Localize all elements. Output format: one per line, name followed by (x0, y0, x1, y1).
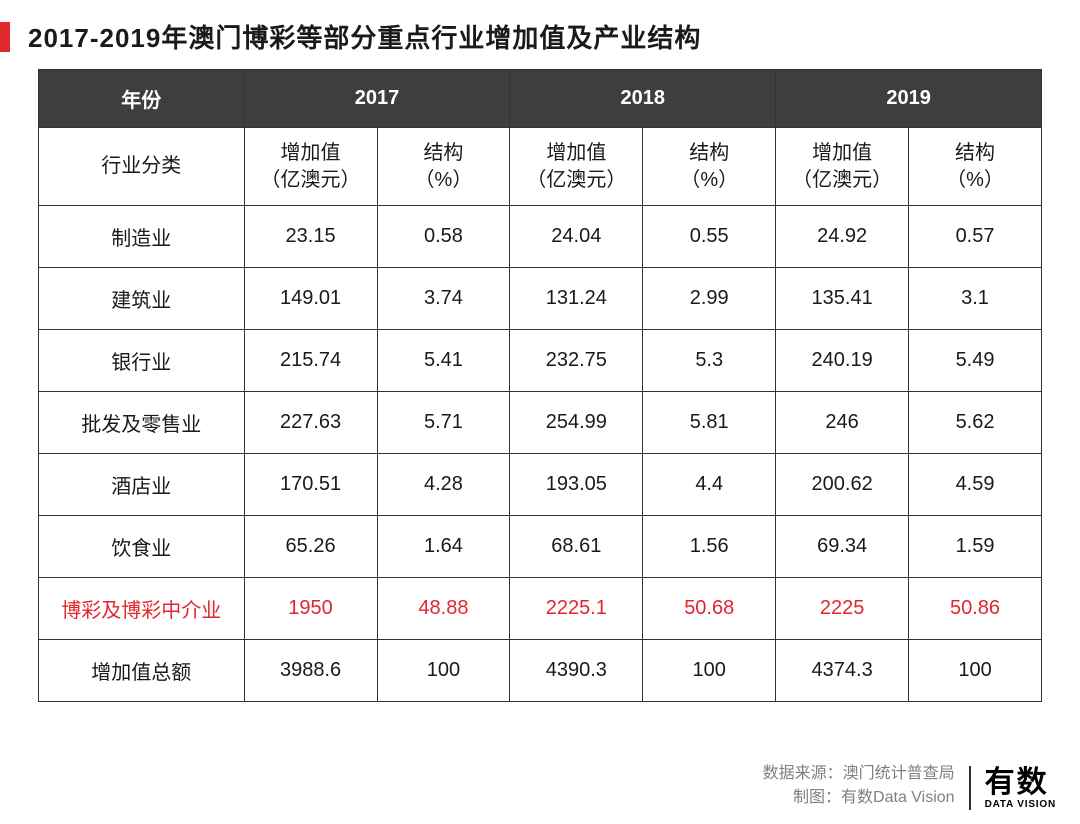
cell-2018-share: 100 (643, 640, 776, 702)
row-label: 增加值总额 (39, 640, 245, 702)
cell-2018-share: 5.3 (643, 330, 776, 392)
cell-2017-share: 3.74 (377, 268, 510, 330)
accent-mark (0, 22, 10, 52)
sub-header-share: 结构（%） (377, 128, 510, 206)
cell-2017-share: 48.88 (377, 578, 510, 640)
cell-2017-share: 1.64 (377, 516, 510, 578)
table-container: 年份 2017 2018 2019 行业分类 增加值（亿澳元） 结构（%） 增加… (0, 69, 1080, 702)
logo-en: DATA VISION (985, 800, 1056, 810)
cell-2019-value: 4374.3 (776, 640, 909, 702)
cell-2019-value: 69.34 (776, 516, 909, 578)
year-col-2017: 2017 (244, 70, 510, 128)
cell-2017-share: 5.71 (377, 392, 510, 454)
row-label: 制造业 (39, 206, 245, 268)
sub-header-value: 增加值（亿澳元） (510, 128, 643, 206)
data-table: 年份 2017 2018 2019 行业分类 增加值（亿澳元） 结构（%） 增加… (38, 69, 1042, 702)
table-row: 制造业23.150.5824.040.5524.920.57 (39, 206, 1042, 268)
cell-2019-share: 3.1 (909, 268, 1042, 330)
title-bar: 2017-2019年澳门博彩等部分重点行业增加值及产业结构 (0, 0, 1080, 69)
sub-header-share: 结构（%） (909, 128, 1042, 206)
cell-2017-value: 149.01 (244, 268, 377, 330)
cell-2019-value: 240.19 (776, 330, 909, 392)
cell-2017-value: 227.63 (244, 392, 377, 454)
row-label: 酒店业 (39, 454, 245, 516)
page-title: 2017-2019年澳门博彩等部分重点行业增加值及产业结构 (28, 18, 701, 55)
row-label: 饮食业 (39, 516, 245, 578)
cell-2018-value: 232.75 (510, 330, 643, 392)
cell-2018-value: 24.04 (510, 206, 643, 268)
table-row: 增加值总额3988.61004390.31004374.3100 (39, 640, 1042, 702)
footer-credits: 数据来源：澳门统计普查局 制图：有数Data Vision (763, 762, 955, 810)
cell-2019-value: 200.62 (776, 454, 909, 516)
cell-2018-share: 2.99 (643, 268, 776, 330)
category-header-label: 行业分类 (39, 128, 245, 206)
cell-2019-share: 1.59 (909, 516, 1042, 578)
row-label: 博彩及博彩中介业 (39, 578, 245, 640)
cell-2018-value: 4390.3 (510, 640, 643, 702)
cell-2019-share: 0.57 (909, 206, 1042, 268)
cell-2019-value: 246 (776, 392, 909, 454)
table-row: 银行业215.745.41232.755.3240.195.49 (39, 330, 1042, 392)
sub-header-value: 增加值（亿澳元） (776, 128, 909, 206)
year-col-2018: 2018 (510, 70, 776, 128)
credit-line: 制图：有数Data Vision (763, 786, 955, 810)
cell-2019-share: 5.49 (909, 330, 1042, 392)
cell-2018-value: 68.61 (510, 516, 643, 578)
sub-header-value: 增加值（亿澳元） (244, 128, 377, 206)
cell-2018-value: 2225.1 (510, 578, 643, 640)
source-line: 数据来源：澳门统计普查局 (763, 762, 955, 786)
row-label: 银行业 (39, 330, 245, 392)
year-header-row: 年份 2017 2018 2019 (39, 70, 1042, 128)
brand-logo: 有数 DATA VISION (985, 768, 1056, 810)
table-body: 制造业23.150.5824.040.5524.920.57建筑业149.013… (39, 206, 1042, 702)
cell-2019-value: 24.92 (776, 206, 909, 268)
cell-2018-share: 4.4 (643, 454, 776, 516)
cell-2017-value: 65.26 (244, 516, 377, 578)
table-row: 建筑业149.013.74131.242.99135.413.1 (39, 268, 1042, 330)
cell-2017-value: 23.15 (244, 206, 377, 268)
cell-2017-share: 4.28 (377, 454, 510, 516)
row-label: 批发及零售业 (39, 392, 245, 454)
footer-divider (969, 766, 971, 810)
cell-2018-value: 193.05 (510, 454, 643, 516)
cell-2019-value: 2225 (776, 578, 909, 640)
cell-2017-share: 0.58 (377, 206, 510, 268)
table-row: 酒店业170.514.28193.054.4200.624.59 (39, 454, 1042, 516)
cell-2017-share: 100 (377, 640, 510, 702)
sub-header-share: 结构（%） (643, 128, 776, 206)
cell-2019-share: 50.86 (909, 578, 1042, 640)
cell-2019-value: 135.41 (776, 268, 909, 330)
cell-2018-share: 50.68 (643, 578, 776, 640)
cell-2019-share: 4.59 (909, 454, 1042, 516)
cell-2019-share: 5.62 (909, 392, 1042, 454)
row-label: 建筑业 (39, 268, 245, 330)
cell-2017-value: 215.74 (244, 330, 377, 392)
year-col-2019: 2019 (776, 70, 1042, 128)
cell-2017-value: 1950 (244, 578, 377, 640)
table-row: 批发及零售业227.635.71254.995.812465.62 (39, 392, 1042, 454)
cell-2018-share: 1.56 (643, 516, 776, 578)
cell-2018-value: 254.99 (510, 392, 643, 454)
cell-2017-value: 3988.6 (244, 640, 377, 702)
logo-cn: 有数 (985, 768, 1049, 798)
cell-2018-value: 131.24 (510, 268, 643, 330)
cell-2018-share: 5.81 (643, 392, 776, 454)
table-row: 饮食业65.261.6468.611.5669.341.59 (39, 516, 1042, 578)
cell-2018-share: 0.55 (643, 206, 776, 268)
footer: 数据来源：澳门统计普查局 制图：有数Data Vision 有数 DATA VI… (763, 762, 1056, 810)
cell-2017-value: 170.51 (244, 454, 377, 516)
table-row: 博彩及博彩中介业195048.882225.150.68222550.86 (39, 578, 1042, 640)
cell-2017-share: 5.41 (377, 330, 510, 392)
sub-header-row: 行业分类 增加值（亿澳元） 结构（%） 增加值（亿澳元） 结构（%） 增加值（亿… (39, 128, 1042, 206)
cell-2019-share: 100 (909, 640, 1042, 702)
year-header-label: 年份 (39, 70, 245, 128)
